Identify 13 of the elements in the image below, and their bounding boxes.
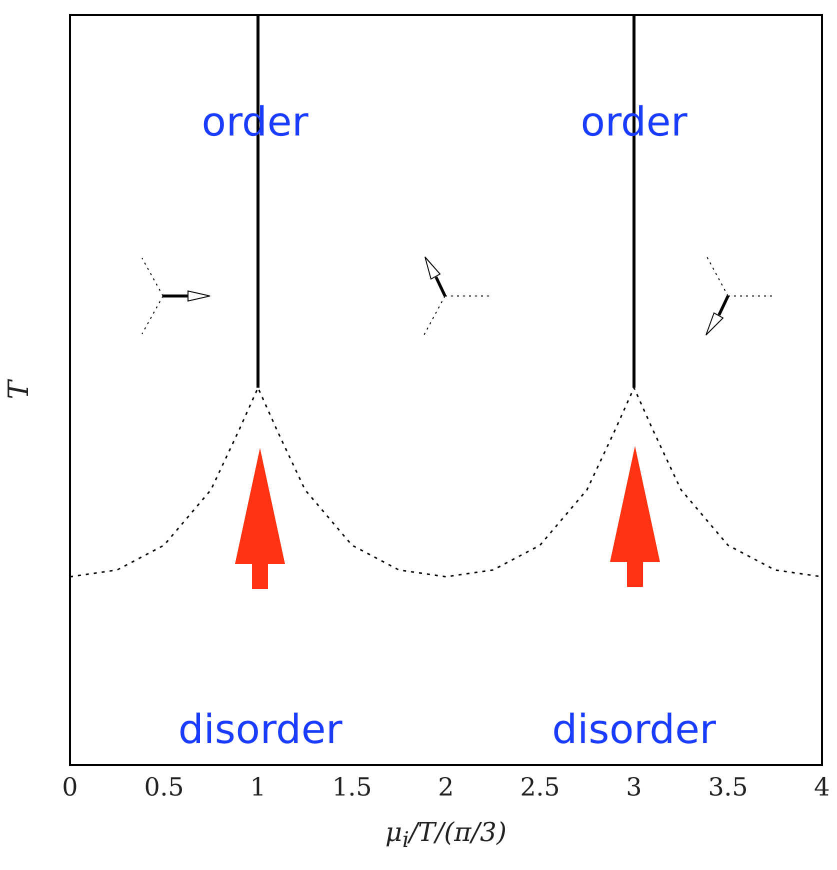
- annotation: disorder: [552, 707, 717, 754]
- x-tick-label: 0.5: [144, 772, 184, 802]
- x-tick-label: 3.5: [708, 772, 748, 802]
- x-tick-label: 2: [438, 772, 454, 802]
- x-tick-label: 3: [626, 772, 642, 802]
- x-tick-label: 2.5: [520, 772, 560, 802]
- x-tick-label: 1: [250, 772, 266, 802]
- x-axis-title: μ$_{i}$/T/(π/3): [384, 818, 508, 854]
- x-tick-label: 0: [62, 772, 78, 802]
- annotation: disorder: [178, 707, 343, 754]
- x-tick-label: 1.5: [332, 772, 372, 802]
- y-axis-title: T: [2, 378, 36, 400]
- x-tick-label: 4: [814, 772, 830, 802]
